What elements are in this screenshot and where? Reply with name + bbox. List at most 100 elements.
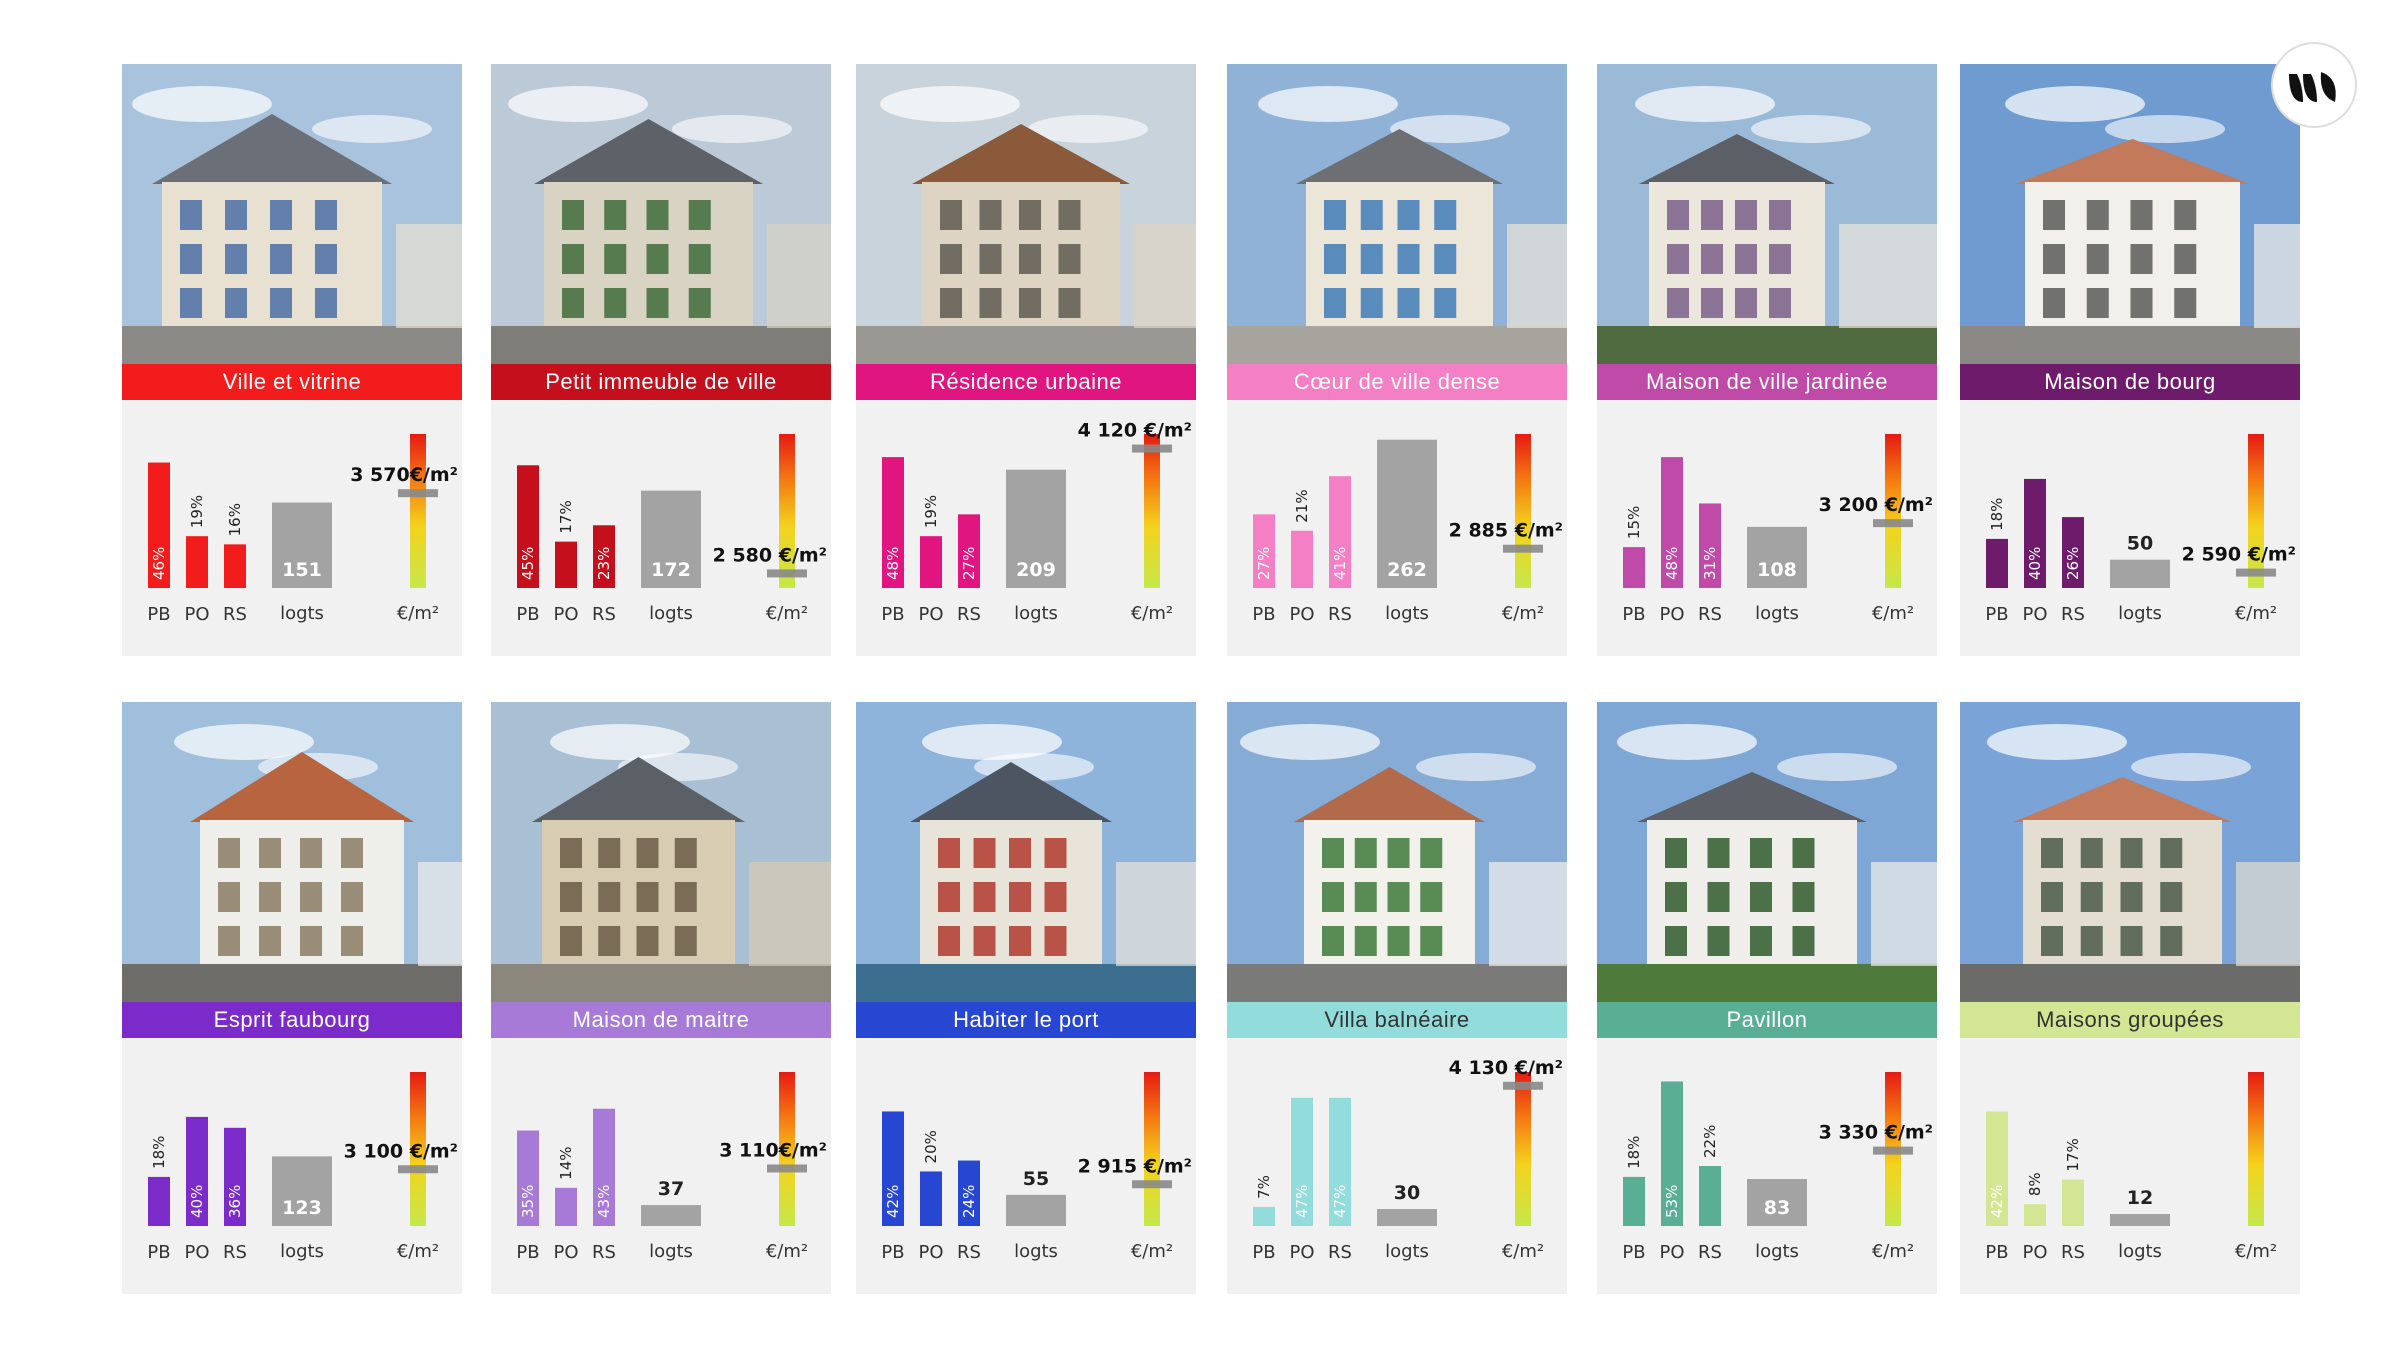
typology-title: Maison de maitre: [491, 1002, 831, 1038]
photo-window: [1322, 882, 1344, 912]
bar-po: [1291, 1097, 1313, 1226]
photo-window: [1420, 838, 1443, 868]
photo-window: [1324, 244, 1346, 274]
photo-cloud: [1240, 724, 1380, 760]
axis-label-po: PO: [1659, 1242, 1684, 1263]
typology-chart: 7% PB 47% PO 47% RS 30 logts €/m² 4 130 €/m²: [1252, 1057, 1563, 1263]
price-value-label: 2 915 €/m²: [1078, 1155, 1192, 1177]
typology-photo: [1597, 64, 1937, 364]
typology-chart: 42% PB 20% PO 24% RS 55 logts €/m² 2 915 €/m²: [881, 1072, 1192, 1263]
photo-window: [979, 244, 1002, 274]
axis-label-logts: logts: [2118, 603, 2162, 624]
axis-label-logts: logts: [2118, 1241, 2162, 1262]
photo-window: [1701, 288, 1723, 318]
price-value-label: 4 130 €/m²: [1449, 1057, 1563, 1079]
photo-ground: [1960, 964, 2300, 1002]
price-value-label: 2 885 €/m²: [1449, 520, 1563, 542]
typology-photo: [122, 64, 462, 364]
bar-value-label: 23%: [595, 547, 613, 580]
axis-label-logts: logts: [280, 603, 324, 624]
typology-title: Ville et vitrine: [122, 364, 462, 400]
photo-roof: [2015, 139, 2250, 184]
axis-label-pb: PB: [516, 604, 539, 625]
photo-ground: [122, 326, 462, 364]
axis-label-price-unit: €/m²: [1131, 1241, 1173, 1262]
photo-roof: [1296, 129, 1503, 184]
bar-value-label: 24%: [960, 1185, 978, 1218]
photo-window: [2130, 288, 2153, 318]
photo-window: [688, 200, 711, 230]
photo-cloud: [174, 724, 314, 760]
photo-cloud: [132, 86, 272, 122]
price-value-label: 3 200 €/m²: [1819, 494, 1933, 516]
photo-window: [636, 882, 659, 912]
bar-value-label: 40%: [188, 1185, 206, 1218]
axis-label-pb: PB: [1622, 1242, 1645, 1263]
bar-value-label: 31%: [1701, 547, 1719, 580]
photo-roof: [534, 119, 763, 184]
photo-ground: [856, 326, 1196, 364]
photo-cloud: [1777, 753, 1897, 781]
photo-window: [1735, 200, 1757, 230]
photo-illustration: [1960, 702, 2300, 1002]
photo-window: [180, 288, 202, 318]
bar-rs: [593, 525, 615, 588]
bar-value-label: 15%: [1625, 506, 1643, 539]
photo-window: [1769, 244, 1791, 274]
photo-window: [1324, 288, 1346, 318]
photo-window: [2160, 926, 2183, 956]
photo-illustration: [1227, 64, 1567, 364]
photo-window: [315, 200, 337, 230]
typology-chart: 18% PB 40% PO 26% RS 50 logts €/m² 2 590 €/m²: [1985, 434, 2296, 625]
photo-ground: [1960, 326, 2300, 364]
photo-cloud: [1390, 115, 1510, 143]
price-value-label: 4 120 €/m²: [1078, 420, 1192, 442]
photo-window: [1397, 244, 1420, 274]
axis-label-rs: RS: [2061, 1242, 2085, 1263]
typology-photo: [491, 702, 831, 1002]
bar-po: [1661, 1081, 1683, 1226]
axis-label-pb: PB: [1252, 604, 1275, 625]
photo-window: [2086, 200, 2109, 230]
photo-window: [2041, 882, 2063, 912]
typology-photo: [1227, 702, 1567, 1002]
bar-pb: [148, 462, 170, 588]
bar-logements: [272, 502, 332, 588]
axis-label-rs: RS: [1698, 604, 1722, 625]
photo-cloud: [550, 724, 690, 760]
typology-chart-panel: 42% PB 8% PO 17% RS 12 logts €/m²: [1960, 1038, 2300, 1294]
photo-roof: [1294, 767, 1485, 822]
photo-window: [674, 926, 697, 956]
photo-window: [1701, 244, 1723, 274]
logements-value-label: 151: [282, 559, 322, 581]
bar-pb: [1623, 1176, 1645, 1226]
photo-window: [938, 926, 960, 956]
bar-pb: [517, 1130, 539, 1226]
bar-value-label: 7%: [1255, 1175, 1273, 1199]
photo-window: [636, 838, 659, 868]
typology-chart: 42% PB 8% PO 17% RS 12 logts €/m²: [1985, 1072, 2277, 1263]
photo-neighbour: [1116, 862, 1196, 966]
photo-window: [1707, 838, 1730, 868]
photo-window: [938, 882, 960, 912]
photo-cloud: [672, 115, 792, 143]
bar-value-label: 8%: [2026, 1172, 2044, 1196]
photo-window: [1667, 288, 1689, 318]
photo-window: [2041, 838, 2063, 868]
axis-label-rs: RS: [223, 1242, 247, 1263]
photo-neighbour: [749, 862, 831, 966]
bar-pb: [1986, 538, 2008, 588]
axis-label-price-unit: €/m²: [766, 603, 808, 624]
photo-cloud: [1617, 724, 1757, 760]
typology-title: Cœur de ville dense: [1227, 364, 1567, 400]
bar-logements: [1377, 1209, 1437, 1226]
axis-label-po: PO: [1289, 1242, 1314, 1263]
axis-label-price-unit: €/m²: [1502, 603, 1544, 624]
price-marker: [1873, 1146, 1913, 1155]
axis-label-pb: PB: [1622, 604, 1645, 625]
axis-label-logts: logts: [1755, 603, 1799, 624]
price-value-label: 3 330 €/m²: [1819, 1122, 1933, 1144]
photo-window: [688, 244, 711, 274]
photo-window: [646, 288, 669, 318]
photo-window: [259, 926, 281, 956]
